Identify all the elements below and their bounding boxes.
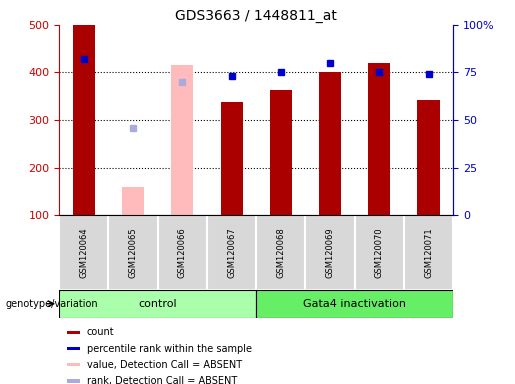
Bar	[207, 215, 256, 290]
Bar	[67, 347, 80, 350]
Bar	[67, 331, 80, 334]
Text: GSM120067: GSM120067	[227, 227, 236, 278]
Text: GSM120068: GSM120068	[277, 227, 285, 278]
Bar	[109, 215, 158, 290]
Text: Gata4 inactivation: Gata4 inactivation	[303, 299, 406, 309]
Bar	[305, 215, 355, 290]
Bar	[67, 363, 80, 366]
Text: GSM120070: GSM120070	[375, 227, 384, 278]
Text: control: control	[139, 299, 177, 309]
Text: rank, Detection Call = ABSENT: rank, Detection Call = ABSENT	[87, 376, 237, 384]
Bar	[59, 215, 109, 290]
Bar	[220, 102, 243, 215]
Text: genotype/variation: genotype/variation	[5, 299, 98, 309]
Bar	[122, 187, 144, 215]
Text: percentile rank within the sample: percentile rank within the sample	[87, 344, 252, 354]
Text: count: count	[87, 328, 114, 338]
Bar	[418, 100, 440, 215]
Bar	[256, 215, 305, 290]
Bar	[59, 290, 256, 318]
Bar	[368, 63, 390, 215]
Title: GDS3663 / 1448811_at: GDS3663 / 1448811_at	[175, 8, 337, 23]
Text: GSM120071: GSM120071	[424, 227, 433, 278]
Text: GSM120065: GSM120065	[129, 227, 138, 278]
Bar	[67, 379, 80, 382]
Bar	[158, 215, 207, 290]
Bar	[319, 73, 341, 215]
Text: value, Detection Call = ABSENT: value, Detection Call = ABSENT	[87, 360, 242, 370]
Bar	[73, 25, 95, 215]
Text: GSM120064: GSM120064	[79, 227, 89, 278]
Bar	[171, 65, 194, 215]
Bar	[256, 290, 453, 318]
Text: GSM120069: GSM120069	[325, 227, 335, 278]
Bar	[270, 90, 292, 215]
Text: GSM120066: GSM120066	[178, 227, 187, 278]
Bar	[355, 215, 404, 290]
Bar	[404, 215, 453, 290]
